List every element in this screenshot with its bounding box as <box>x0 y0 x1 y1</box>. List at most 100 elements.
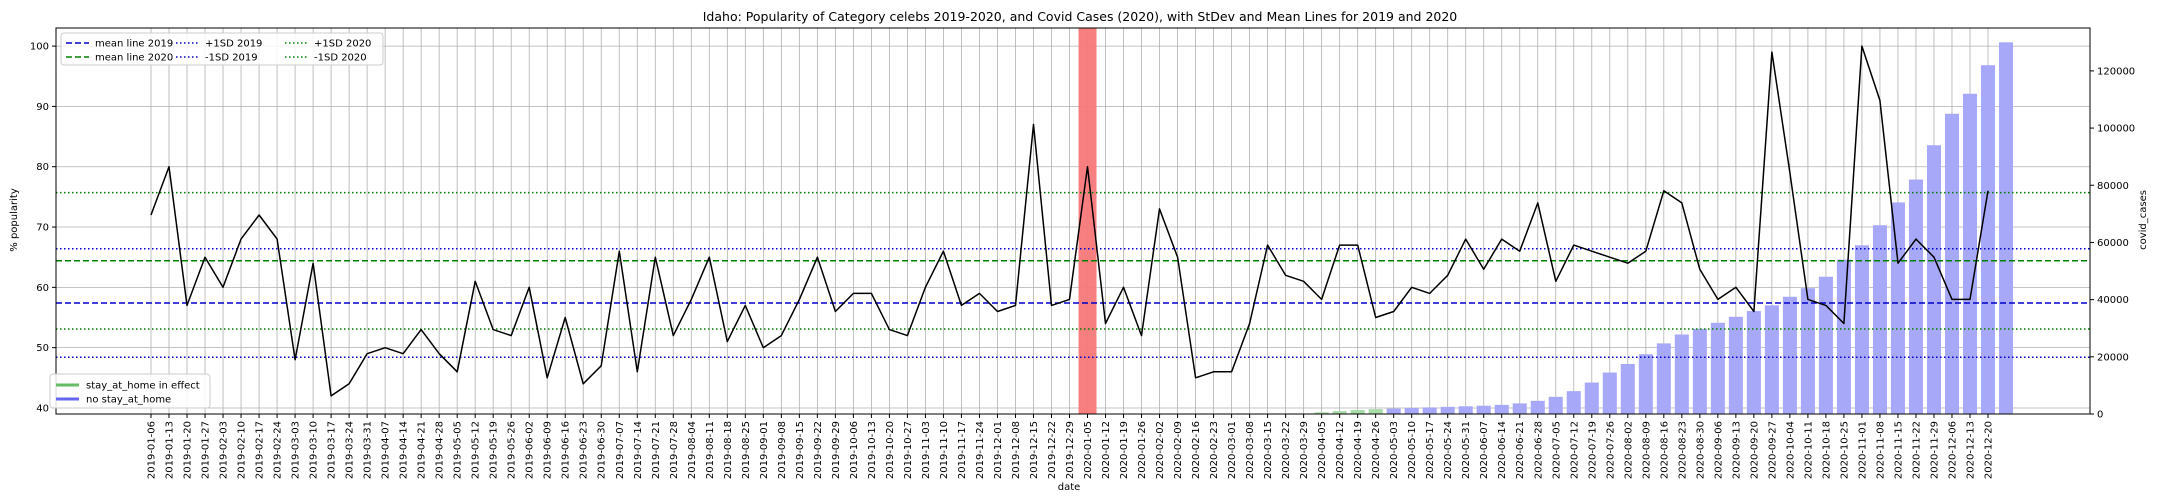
x-tick-label: 2020-11-22 <box>1912 421 1923 479</box>
x-tick-label: 2020-08-16 <box>1659 421 1670 479</box>
covid-bar <box>1872 225 1887 414</box>
covid-bar <box>1674 334 1689 414</box>
covid-bar <box>1998 42 2014 414</box>
x-tick-label: 2020-10-04 <box>1785 421 1796 479</box>
x-tick-label: 2020-10-11 <box>1803 421 1814 479</box>
reference-lines <box>56 191 2090 359</box>
x-tick-label: 2019-08-25 <box>741 421 752 479</box>
covid-bar <box>1548 396 1563 414</box>
x-tick-label: 2020-03-29 <box>1299 421 1310 479</box>
x-tick-label: 2020-09-27 <box>1767 421 1778 479</box>
y2-tick-label: 0 <box>2097 410 2103 421</box>
x-tick-label: 2020-05-31 <box>1461 421 1472 479</box>
covid-bar <box>1656 343 1671 414</box>
y-tick-label: 60 <box>36 283 49 294</box>
x-tick-label: 2020-04-19 <box>1353 421 1364 479</box>
x-tick-label: 2019-05-12 <box>471 421 482 479</box>
x-tick-label: 2019-06-02 <box>525 421 536 479</box>
covid-bar <box>1782 296 1797 414</box>
covid-bar <box>1818 276 1833 414</box>
x-tick-label: 2019-01-06 <box>147 421 158 479</box>
x-axis: 2019-01-06 2019-01-13 2019-01-20 2019-01-27… <box>147 414 1995 479</box>
x-tick-label: 2019-03-17 <box>327 421 338 479</box>
legend-top-label: +1SD 2020 <box>314 39 371 50</box>
x-tick-label: 2020-08-23 <box>1677 421 1688 479</box>
x-tick-label: 2019-04-14 <box>399 421 410 479</box>
legend-top-label: -1SD 2019 <box>205 53 258 64</box>
covid-bar <box>1602 372 1617 414</box>
x-tick-label: 2020-03-08 <box>1245 421 1256 479</box>
legend-top-label: +1SD 2019 <box>205 39 262 50</box>
x-tick-label: 2019-03-03 <box>291 421 302 479</box>
x-tick-label: 2019-08-11 <box>705 421 716 479</box>
x-tick-label: 2020-11-15 <box>1894 421 1905 479</box>
x-tick-label: 2019-12-29 <box>1065 421 1076 479</box>
x-axis-label: date <box>1058 482 1081 493</box>
x-tick-label: 2020-01-05 <box>1083 421 1094 479</box>
covid-bar <box>1962 93 1978 414</box>
x-tick-label: 2020-11-08 <box>1875 421 1886 479</box>
x-tick-label: 2020-02-09 <box>1173 421 1184 479</box>
x-tick-label: 2020-09-13 <box>1731 421 1742 479</box>
x-tick-label: 2019-06-16 <box>561 421 572 479</box>
covid-bar <box>1980 65 1996 414</box>
x-tick-label: 2020-04-05 <box>1317 421 1328 479</box>
x-tick-label: 2019-06-23 <box>579 421 590 479</box>
covid-bar <box>1908 179 1923 414</box>
x-tick-label: 2020-01-26 <box>1137 421 1148 479</box>
x-tick-label: 2020-08-30 <box>1695 421 1706 479</box>
x-tick-label: 2020-07-12 <box>1569 421 1580 479</box>
x-tick-label: 2019-02-24 <box>273 421 284 479</box>
legend-bottom: stay_at_home in effect no stay_at_home <box>49 373 211 409</box>
popularity-line <box>150 45 1989 397</box>
x-tick-label: 2020-02-02 <box>1155 421 1166 479</box>
covid-bar <box>1314 412 1329 414</box>
covid-bar <box>1728 316 1743 414</box>
y-tick-label: 80 <box>36 162 49 173</box>
y-tick-label: 100 <box>30 42 49 53</box>
x-tick-label: 2019-11-10 <box>939 421 950 479</box>
x-tick-label: 2020-07-19 <box>1587 421 1598 479</box>
x-tick-label: 2019-09-15 <box>795 421 806 479</box>
legend-top-label: mean line 2019 <box>95 39 173 50</box>
x-tick-label: 2019-05-05 <box>453 421 464 479</box>
y-tick-label: 50 <box>36 343 49 354</box>
x-tick-label: 2019-07-14 <box>633 421 644 479</box>
covid-bar <box>1890 202 1905 414</box>
x-tick-label: 2020-06-07 <box>1479 421 1490 479</box>
x-tick-label: 2020-02-23 <box>1209 421 1220 479</box>
chart-title: Idaho: Popularity of Category celebs 201… <box>703 9 1458 24</box>
x-tick-label: 2020-03-22 <box>1281 421 1292 479</box>
covid-bar <box>1926 145 1941 415</box>
covid-bar <box>1692 328 1707 414</box>
x-tick-label: 2020-05-17 <box>1425 421 1436 479</box>
covid-bar <box>1494 404 1509 414</box>
x-tick-label: 2020-07-05 <box>1551 421 1562 479</box>
x-tick-label: 2019-05-26 <box>507 421 518 479</box>
x-tick-label: 2019-04-07 <box>381 421 392 479</box>
x-tick-label: 2020-12-20 <box>1984 421 1995 479</box>
x-tick-label: 2020-10-25 <box>1839 421 1850 479</box>
x-tick-label: 2020-01-12 <box>1101 421 1112 479</box>
highlight-band-group <box>1078 28 1097 414</box>
x-tick-label: 2019-06-30 <box>597 421 608 479</box>
covid-bar <box>1944 113 1960 415</box>
x-tick-label: 2020-06-21 <box>1515 421 1526 479</box>
x-tick-label: 2019-07-28 <box>669 421 680 479</box>
plot-frame <box>55 27 2091 415</box>
x-tick-label: 2019-06-09 <box>543 421 554 479</box>
x-tick-label: 2019-11-17 <box>957 421 968 479</box>
x-tick-label: 2020-11-01 <box>1857 421 1868 479</box>
x-tick-label: 2019-12-15 <box>1029 421 1040 479</box>
x-tick-label: 2020-10-18 <box>1821 421 1832 479</box>
legend-top-label: -1SD 2020 <box>314 53 367 64</box>
x-tick-label: 2019-01-13 <box>165 421 176 479</box>
y2-tick-label: 60000 <box>2097 238 2129 249</box>
covid-bar <box>1368 409 1383 414</box>
covid-bar <box>1458 406 1473 414</box>
y-axis-label: % popularity <box>9 188 20 252</box>
covid-bar <box>1386 408 1401 414</box>
x-tick-label: 2019-09-29 <box>831 421 842 479</box>
